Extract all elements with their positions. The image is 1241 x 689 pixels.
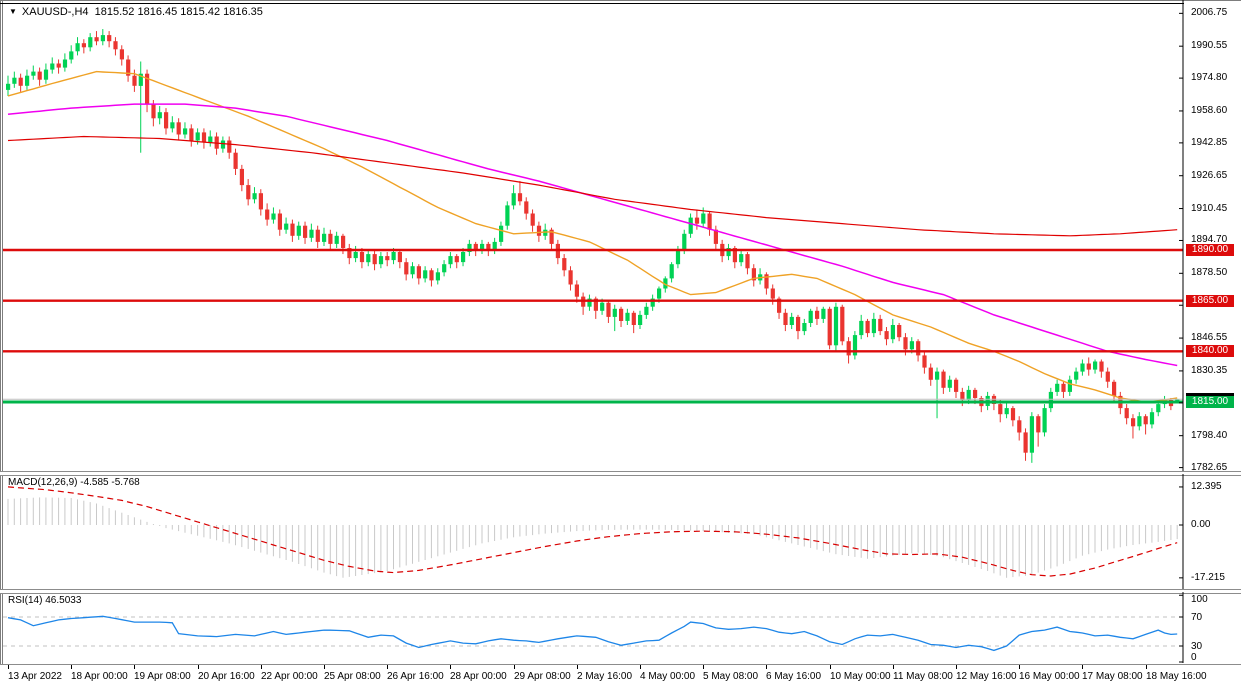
window-border-top: [0, 0, 1241, 1]
price-axis-tick-label: 2006.75: [1191, 7, 1228, 18]
time-axis-tick: [71, 665, 72, 669]
rsi-label: RSI(14) 46.5033: [8, 595, 82, 606]
level-price-badge: 1865.00: [1186, 295, 1234, 307]
time-axis-label: 22 Apr 00:00: [261, 671, 318, 682]
macd-svg: [7, 474, 1184, 589]
time-axis-tick: [261, 665, 262, 669]
rsi-svg: [3, 592, 1184, 663]
rsi-axis-tick-label: 0: [1191, 652, 1197, 663]
time-axis-label: 5 May 08:00: [703, 671, 759, 682]
price-axis[interactable]: 2006.75 1990.55 1974.80 1958.60 1942.85 1926.…: [1184, 0, 1241, 473]
rsi-axis[interactable]: 100 70 30 0: [1184, 592, 1241, 663]
ma-slow-line: [7, 135, 1178, 237]
window-border-left-outer: [0, 0, 1, 689]
level-price-badge: 1890.00: [1186, 244, 1234, 256]
level-price-badge: 1840.00: [1186, 345, 1234, 357]
time-axis-tick: [1082, 665, 1083, 669]
macd-axis-tick-label: -17.215: [1191, 572, 1225, 583]
chart-dropdown-triangle-icon[interactable]: ▼: [9, 7, 17, 16]
macd-signal-line: [7, 486, 1178, 577]
macd-axis-tick-label: 12.395: [1191, 481, 1222, 492]
time-axis-label: 4 May 00:00: [640, 671, 696, 682]
price-chart-svg: [3, 0, 1184, 471]
price-axis-tick-label: 1926.65: [1191, 170, 1228, 181]
rsi-axis-tick-label: 30: [1191, 641, 1203, 652]
time-axis-label: 18 Apr 00:00: [71, 671, 128, 682]
time-axis-label: 20 Apr 16:00: [198, 671, 255, 682]
macd-axis[interactable]: 12.395 0.00 -17.215: [1184, 474, 1241, 589]
time-axis-label: 13 Apr 2022: [8, 671, 62, 682]
time-axis-label: 16 May 00:00: [1019, 671, 1080, 682]
time-axis-label: 26 Apr 16:00: [387, 671, 444, 682]
panel-separator-macd[interactable]: [0, 471, 1241, 476]
time-axis-tick: [703, 665, 704, 669]
price-chart-panel[interactable]: [0, 0, 1241, 471]
macd-axis-tick-label: 0.00: [1191, 519, 1211, 530]
time-axis-tick: [198, 665, 199, 669]
time-axis-tick: [134, 665, 135, 669]
time-axis[interactable]: 13 Apr 2022 18 Apr 00:00 19 Apr 08:00 20 Ap…: [0, 664, 1241, 689]
time-axis-label: 12 May 16:00: [956, 671, 1017, 682]
price-axis-tick-label: 1798.40: [1191, 430, 1228, 441]
rsi-axis-tick-label: 70: [1191, 612, 1203, 623]
price-axis-tick-label: 1878.50: [1191, 267, 1228, 278]
time-axis-tick: [766, 665, 767, 669]
price-axis-tick-label: 1846.55: [1191, 332, 1228, 343]
rsi-axis-tick-label: 100: [1191, 594, 1208, 605]
time-axis-label: 28 Apr 00:00: [450, 671, 507, 682]
price-axis-tick-label: 1974.80: [1191, 72, 1228, 83]
time-axis-label: 25 Apr 08:00: [324, 671, 381, 682]
ma-fast-line: [7, 70, 1178, 403]
time-axis-label: 29 Apr 08:00: [514, 671, 571, 682]
time-axis-tick: [956, 665, 957, 669]
chart-title-text: XAUUSD-,H4 1815.52 1816.45 1815.42 1816.…: [21, 6, 263, 18]
window-border-left-inner: [2, 0, 3, 689]
panel-separator-rsi[interactable]: [0, 589, 1241, 594]
time-axis-label: 17 May 08:00: [1082, 671, 1143, 682]
chart-title: ▼ XAUUSD-,H4 1815.52 1816.45 1815.42 1816…: [9, 6, 263, 18]
candles-group: [6, 29, 1180, 463]
price-marker-cap: [1186, 393, 1234, 396]
price-axis-tick-label: 1942.85: [1191, 137, 1228, 148]
rsi-panel[interactable]: [0, 592, 1241, 663]
price-axis-tick-label: 1894.70: [1191, 234, 1228, 245]
price-axis-tick-label: 1958.60: [1191, 105, 1228, 116]
time-axis-tick: [640, 665, 641, 669]
time-axis-tick: [450, 665, 451, 669]
chart-frame-top-line: [0, 3, 1184, 4]
time-axis-label: 10 May 00:00: [830, 671, 891, 682]
ma-mid-line: [7, 103, 1178, 367]
time-axis-label: 6 May 16:00: [766, 671, 822, 682]
time-axis-tick: [830, 665, 831, 669]
time-axis-tick: [1146, 665, 1147, 669]
time-axis-label: 19 Apr 08:00: [134, 671, 191, 682]
rsi-line: [7, 615, 1178, 652]
time-axis-label: 11 May 08:00: [893, 671, 953, 682]
time-axis-tick: [387, 665, 388, 669]
time-axis-tick: [577, 665, 578, 669]
price-axis-tick-label: 1910.45: [1191, 203, 1228, 214]
time-axis-label: 2 May 16:00: [577, 671, 633, 682]
time-axis-tick: [893, 665, 894, 669]
macd-histogram: [7, 497, 1178, 578]
price-axis-tick-label: 1782.65: [1191, 462, 1228, 473]
price-axis-tick-label: 1990.55: [1191, 40, 1228, 51]
time-axis-label: 18 May 16:00: [1146, 671, 1207, 682]
level-price-badge: 1815.00: [1186, 396, 1234, 408]
macd-panel[interactable]: [0, 474, 1241, 589]
time-axis-tick: [1019, 665, 1020, 669]
time-axis-tick: [8, 665, 9, 669]
price-axis-tick-label: 1830.35: [1191, 365, 1228, 376]
macd-label: MACD(12,26,9) -4.585 -5.768: [8, 477, 140, 488]
time-axis-tick: [514, 665, 515, 669]
time-axis-tick: [324, 665, 325, 669]
